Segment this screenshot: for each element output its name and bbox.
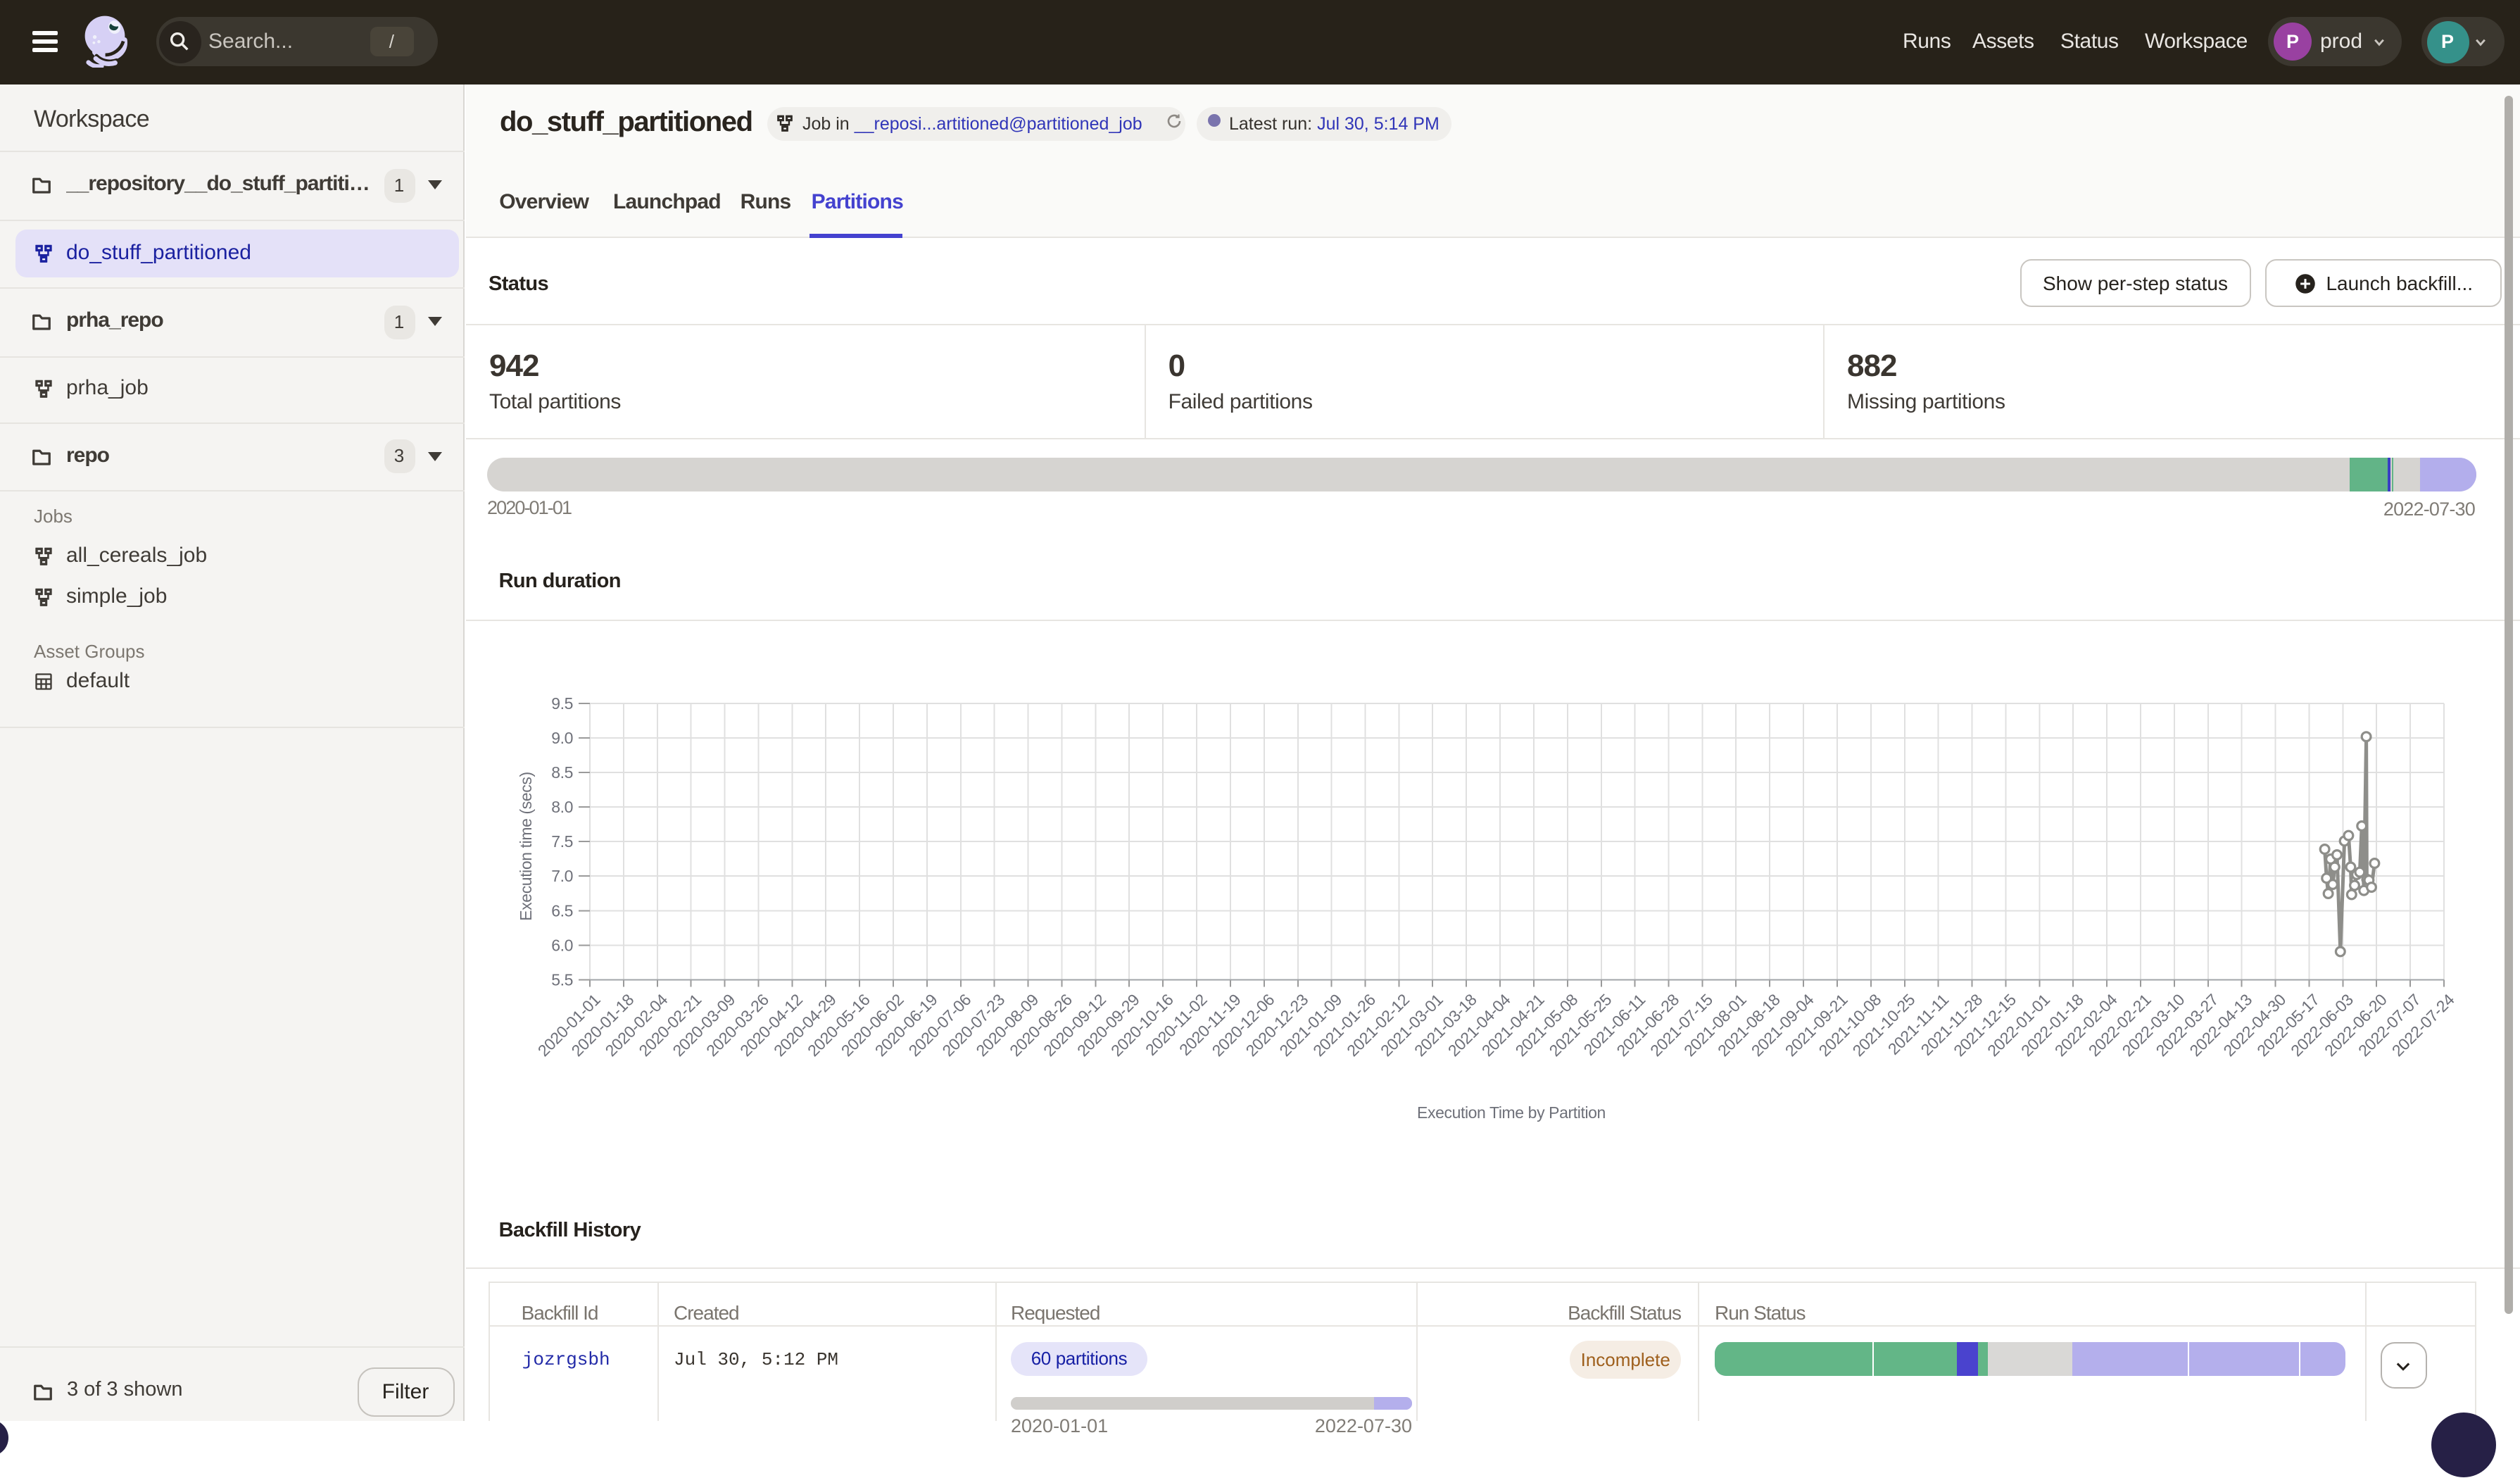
svg-text:6.0: 6.0 xyxy=(550,936,572,954)
svg-text:7.0: 7.0 xyxy=(550,867,572,885)
svg-text:6.5: 6.5 xyxy=(550,901,572,920)
svg-text:8.0: 8.0 xyxy=(550,798,572,816)
svg-text:5.5: 5.5 xyxy=(550,970,572,989)
svg-text:9.0: 9.0 xyxy=(550,729,572,747)
svg-text:7.5: 7.5 xyxy=(550,832,572,851)
svg-text:Execution time (secs): Execution time (secs) xyxy=(516,772,534,920)
svg-text:Execution Time by Partition: Execution Time by Partition xyxy=(1416,1103,1605,1122)
svg-text:8.5: 8.5 xyxy=(550,763,572,782)
svg-text:9.5: 9.5 xyxy=(550,694,572,713)
